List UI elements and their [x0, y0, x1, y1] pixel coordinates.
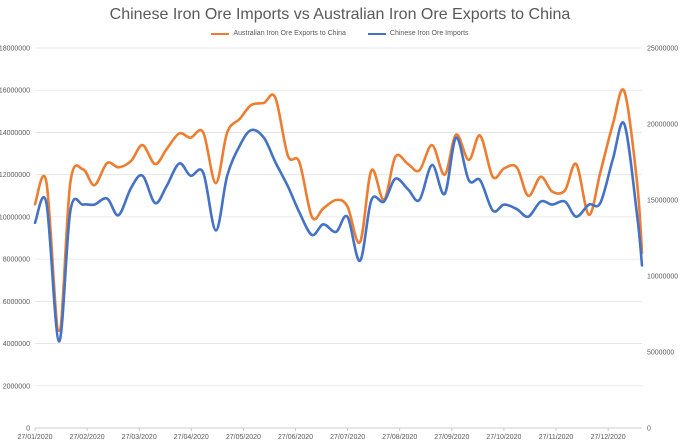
x-tick-label: 27/02/2020	[70, 434, 105, 441]
series-line-chinese-imports	[33, 121, 644, 343]
y-left-tick-label: 2000000	[3, 383, 30, 390]
y-right-tick-label: 20000000	[647, 122, 678, 129]
x-tick-label: 27/06/2020	[278, 434, 313, 441]
x-tick-label: 27/03/2020	[122, 434, 157, 441]
y-right-tick-label: 10000000	[647, 274, 678, 281]
y-left-tick-label: 10000000	[0, 214, 30, 221]
x-tick-label: 27/01/2020	[17, 434, 52, 441]
legend: Australian Iron Ore Exports to China Chi…	[0, 30, 680, 37]
legend-label-chinese-imports: Chinese Iron Ore Imports	[389, 30, 469, 37]
y-left-tick-label: 6000000	[3, 299, 30, 306]
y-left-tick-label: 12000000	[0, 172, 30, 179]
x-tick-label: 27/10/2020	[486, 434, 521, 441]
legend-swatch-chinese-imports	[367, 32, 386, 35]
y-left-tick-label: 0	[26, 426, 30, 433]
y-right-tick-label: 25000000	[647, 46, 678, 53]
y-left-tick-label: 4000000	[3, 341, 30, 348]
y-right-tick-label: 5000000	[647, 350, 674, 357]
x-tick-label: 27/08/2020	[382, 434, 417, 441]
y-right-tick-label: 15000000	[647, 198, 678, 205]
legend-swatch-australian-exports	[211, 32, 230, 35]
y-right-tick-label: 0	[647, 426, 651, 433]
chart-title: Chinese Iron Ore Imports vs Australian I…	[109, 6, 571, 23]
legend-item-chinese-imports: Chinese Iron Ore Imports	[367, 30, 469, 37]
legend-item-australian-exports: Australian Iron Ore Exports to China	[211, 30, 346, 37]
x-tick-label: 27/12/2020	[591, 434, 626, 441]
y-left-tick-label: 14000000	[0, 130, 30, 137]
x-tick-label: 27/05/2020	[226, 434, 261, 441]
legend-label-australian-exports: Australian Iron Ore Exports to China	[233, 30, 346, 37]
x-tick-label: 27/04/2020	[174, 434, 209, 441]
x-tick-label: 27/11/2020	[539, 434, 574, 441]
x-tick-label: 27/07/2020	[330, 434, 365, 441]
y-left-tick-label: 8000000	[3, 257, 30, 264]
x-tick-label: 27/09/2020	[434, 434, 469, 441]
y-left-tick-label: 18000000	[0, 46, 30, 53]
series-line-australian-exports	[33, 88, 644, 333]
y-left-tick-label: 16000000	[0, 88, 30, 95]
